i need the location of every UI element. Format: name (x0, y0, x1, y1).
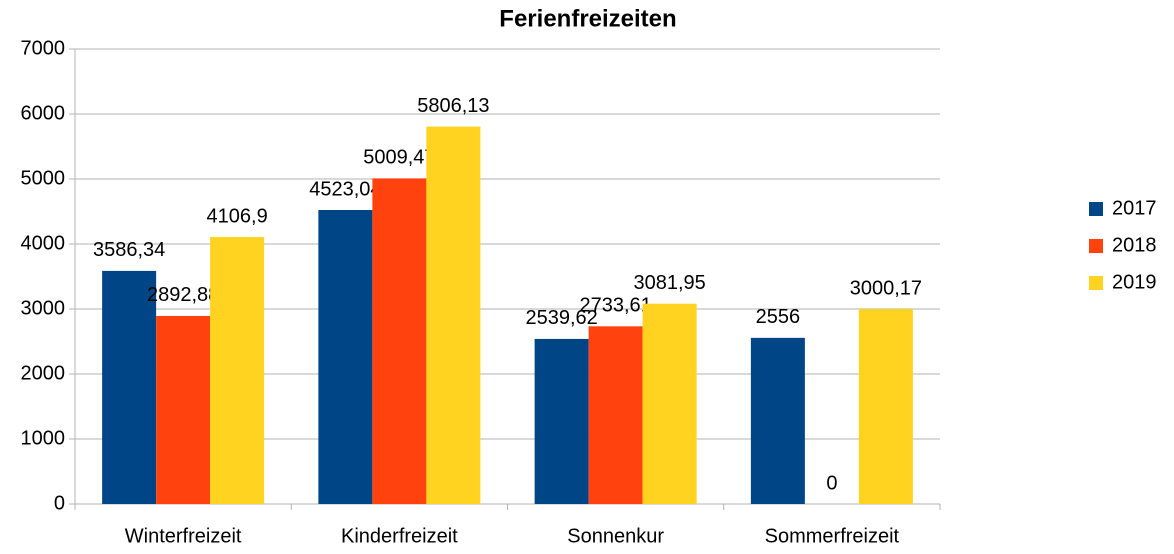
x-tick-label: Winterfreizeit (125, 525, 242, 547)
bar (426, 126, 481, 504)
y-tick-label: 5000 (21, 167, 66, 189)
data-label: 2733,61 (579, 295, 651, 317)
bar (156, 315, 211, 504)
y-tick-label: 0 (54, 492, 65, 514)
data-label: 2556 (756, 306, 801, 328)
bar (210, 237, 265, 504)
y-tick-label: 7000 (21, 37, 66, 59)
bar (642, 303, 697, 504)
x-tick-label: Sommerfreizeit (765, 525, 900, 547)
legend-label: 2017 (1112, 197, 1157, 219)
y-tick-label: 3000 (21, 297, 66, 319)
data-label: 4106,9 (207, 205, 268, 227)
legend-swatch (1089, 239, 1103, 253)
bar (534, 338, 589, 504)
data-label: 5806,13 (417, 95, 489, 117)
legend-swatch (1089, 276, 1103, 290)
data-label: 3081,95 (633, 272, 705, 294)
data-label: 5009,47 (363, 147, 435, 169)
data-label: 4523,04 (309, 178, 381, 200)
legend-label: 2019 (1112, 271, 1157, 293)
bar (750, 337, 805, 504)
bar (318, 210, 373, 505)
y-tick-label: 6000 (21, 102, 66, 124)
x-tick-label: Kinderfreizeit (341, 525, 458, 547)
y-tick-label: 2000 (21, 362, 66, 384)
y-tick-label: 1000 (21, 427, 66, 449)
bar (372, 178, 427, 504)
bar (858, 308, 913, 504)
data-label: 0 (826, 472, 837, 494)
data-label: 3586,34 (93, 239, 165, 261)
data-label: 2539,62 (525, 307, 597, 329)
bar (588, 326, 643, 504)
legend-label: 2018 (1112, 234, 1157, 256)
data-label: 3000,17 (850, 277, 922, 299)
legend-swatch (1089, 202, 1103, 216)
chart-title: Ferienfreizeiten (499, 5, 676, 32)
data-label: 2892,88 (147, 284, 219, 306)
y-tick-label: 4000 (21, 232, 66, 254)
x-tick-label: Sonnenkur (567, 525, 664, 547)
bar (102, 270, 157, 504)
